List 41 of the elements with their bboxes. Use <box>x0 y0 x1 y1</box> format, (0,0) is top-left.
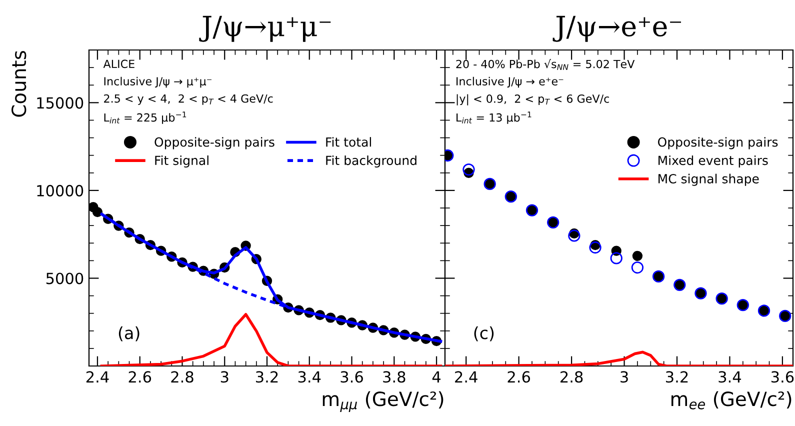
legend-label: Opposite-sign pairs <box>154 137 274 150</box>
x-tick-label: 2.8 <box>560 371 583 383</box>
x-tick-label: 3.6 <box>771 371 794 383</box>
x-axis-title: m$_{μμ}$ (GeV/c²) <box>322 391 444 412</box>
annotation: (c) <box>474 326 494 342</box>
x-tick-label: 2.8 <box>171 371 194 383</box>
x-tick-label: 3.4 <box>298 371 321 383</box>
annotation: L$_{int}$ = 13 μb$^{−1}$ <box>456 112 532 124</box>
legend-label: Fit total <box>326 137 372 147</box>
x-tick-label: 2.6 <box>508 371 530 383</box>
annotation: |y| < 0.9, 2 < p$_{T}$ < 6 GeV/c <box>456 94 609 106</box>
annotation: (a) <box>118 326 140 342</box>
legend-label: Mixed event pairs <box>658 155 768 168</box>
x-tick-label: 3.2 <box>666 371 688 383</box>
x-tick-label: 2.4 <box>455 371 478 382</box>
annotation: 20 - 40% Pb-Pb √s$_{NN}$ = 5.02 TeV <box>456 59 635 70</box>
x-tick-label: 3 <box>620 371 628 383</box>
x-tick-label: 3.4 <box>718 371 742 383</box>
legend-label: Fit background <box>326 155 416 168</box>
annotation: Inclusive J/ψ → μ⁺μ⁻ <box>104 76 212 88</box>
legend-label: MC signal shape <box>658 174 759 186</box>
annotation: 2.5 < y < 4, 2 < p$_{T}$ < 4 GeV/c <box>104 94 273 105</box>
y-tick-label: 15000 <box>37 97 84 109</box>
x-tick-label: 3.8 <box>383 371 406 383</box>
x-tick-label: 2.6 <box>128 371 152 383</box>
y-tick-label: 5000 <box>46 272 84 284</box>
x-tick-label: 4 <box>432 371 441 382</box>
legend-label: Opposite-sign pairs <box>658 137 778 150</box>
x-tick-label: 3.6 <box>340 371 363 383</box>
y-tick-label: 10000 <box>37 184 84 196</box>
x-tick-label: 3 <box>220 371 228 383</box>
chart-title: J/ψ→μ⁺μ⁻ <box>199 16 331 42</box>
x-tick-label: 2.4 <box>86 371 109 382</box>
annotation: L$_{int}$ = 225 μb$^{−1}$ <box>104 112 186 124</box>
annotation: Inclusive J/ψ → e⁺e⁻ <box>456 76 564 88</box>
y-axis-title: Counts <box>12 50 26 117</box>
x-tick-label: 3.2 <box>256 371 278 383</box>
annotation: ALICE <box>103 60 134 68</box>
legend-label: Fit signal <box>155 155 208 168</box>
chart-title: J/ψ→e⁺e⁻ <box>552 16 682 42</box>
x-axis-title: m$_{ee}$ (GeV/c²) <box>671 391 792 410</box>
